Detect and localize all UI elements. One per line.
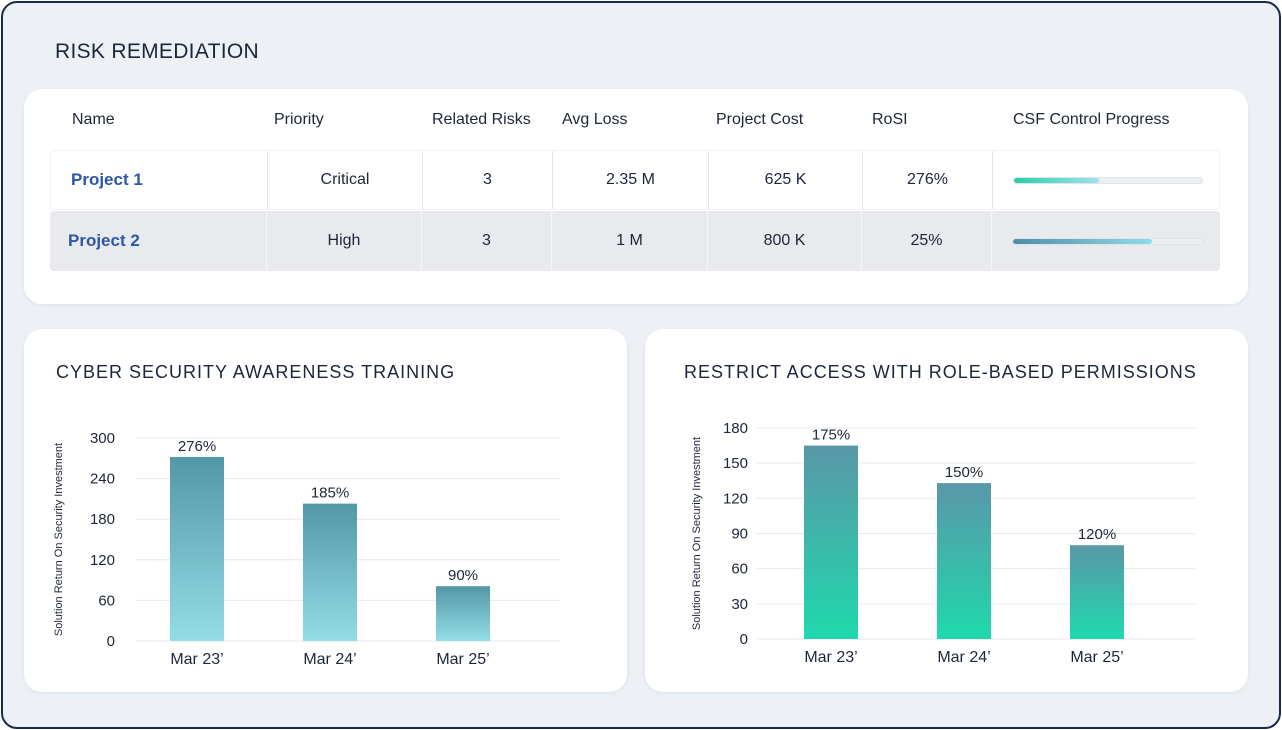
y-tick-label: 180 <box>90 511 115 528</box>
y-tick-label: 180 <box>723 420 748 437</box>
x-tick-label: Mar 23’ <box>170 651 223 668</box>
role-permissions-bar-chart: 0 30 60 90 120 150 180 Solution Return On Secur… <box>691 420 1195 666</box>
y-tick-label: 120 <box>723 490 748 507</box>
y-tick-label: 90 <box>731 526 748 543</box>
progress-track <box>1012 237 1204 245</box>
data-label: 175% <box>812 427 850 444</box>
bar <box>436 586 490 641</box>
related-risks-cell: 3 <box>422 211 552 271</box>
y-tick-label: 120 <box>90 552 115 569</box>
related-risks-cell: 3 <box>423 151 553 209</box>
y-tick-label: 60 <box>731 561 748 578</box>
x-tick-label: Mar 23’ <box>804 649 857 666</box>
data-label: 185% <box>311 485 349 502</box>
data-label: 90% <box>448 567 478 584</box>
x-tick-label: Mar 24’ <box>303 651 356 668</box>
column-header-name[interactable]: Name <box>72 111 115 128</box>
progress-track <box>1013 176 1203 184</box>
project-name-link[interactable]: Project 1 <box>51 151 268 209</box>
chart-title: RESTRICT ACCESS WITH ROLE-BASED PERMISSI… <box>684 362 1197 382</box>
bar <box>170 456 224 641</box>
progress-fill <box>1014 177 1099 183</box>
rosi-cell: 276% <box>863 151 993 209</box>
progress-cell <box>992 211 1220 271</box>
rosi-cell: 25% <box>862 211 992 271</box>
role-permissions-chart-card: RESTRICT ACCESS WITH ROLE-BASED PERMISSI… <box>645 329 1248 692</box>
table-row[interactable]: Project 1 Critical 3 2.35 M 625 K 276% <box>50 150 1220 210</box>
priority-cell: High <box>267 211 422 271</box>
column-header-priority[interactable]: Priority <box>274 111 324 128</box>
y-axis-label: Solution Return On Security Investment <box>53 443 65 636</box>
data-label: 276% <box>178 438 216 455</box>
y-tick-label: 300 <box>90 430 115 447</box>
progress-cell <box>993 151 1219 209</box>
progress-fill <box>1013 238 1152 244</box>
column-header-avg-loss[interactable]: Avg Loss <box>562 111 628 128</box>
y-tick-label: 30 <box>731 596 748 613</box>
column-header-related-risks[interactable]: Related Risks <box>432 111 531 128</box>
chart-title: CYBER SECURITY AWARENESS TRAINING <box>56 362 456 382</box>
risk-remediation-table: Name Priority Related Risks Avg Loss Pro… <box>24 89 1248 304</box>
data-label: 150% <box>945 464 983 481</box>
priority-cell: Critical <box>268 151 423 209</box>
bar <box>804 445 858 639</box>
table-row[interactable]: Project 2 High 3 1 M 800 K 25% <box>50 211 1220 271</box>
x-tick-label: Mar 25’ <box>1070 649 1123 666</box>
y-tick-label: 0 <box>107 633 115 650</box>
project-name-link[interactable]: Project 2 <box>50 211 267 271</box>
y-axis-label: Solution Return On Security Investment <box>691 437 703 630</box>
x-tick-label: Mar 25’ <box>436 651 489 668</box>
project-cost-cell: 800 K <box>708 211 862 271</box>
y-tick-label: 150 <box>723 455 748 472</box>
bar <box>303 503 357 641</box>
awareness-training-chart-card: CYBER SECURITY AWARENESS TRAINING 0 60 120… <box>24 329 627 692</box>
column-header-project-cost[interactable]: Project Cost <box>716 111 804 128</box>
avg-loss-cell: 1 M <box>552 211 708 271</box>
y-tick-label: 0 <box>740 631 748 648</box>
y-tick-label: 60 <box>98 592 115 609</box>
x-tick-label: Mar 24’ <box>937 649 990 666</box>
project-cost-cell: 625 K <box>709 151 863 209</box>
awareness-training-bar-chart: 0 60 120 180 240 300 Solution Return On Securi… <box>53 430 560 668</box>
data-label: 120% <box>1078 526 1116 543</box>
y-tick-label: 240 <box>90 471 115 488</box>
column-header-csf-progress[interactable]: CSF Control Progress <box>1013 111 1170 128</box>
page-title: RISK REMEDIATION <box>55 40 259 63</box>
bar <box>937 483 991 639</box>
column-header-rosi[interactable]: RoSI <box>872 111 908 128</box>
bar <box>1070 545 1124 639</box>
avg-loss-cell: 2.35 M <box>553 151 709 209</box>
